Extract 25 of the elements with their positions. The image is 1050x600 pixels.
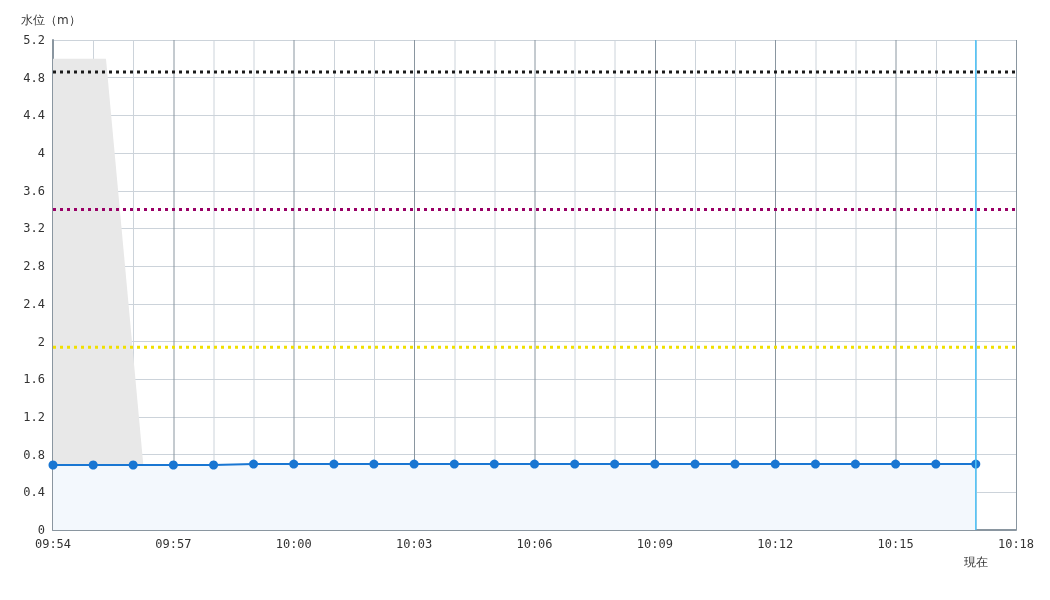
x-tick-label: 10:09	[636, 537, 673, 551]
y-tick-label: 3.2	[23, 221, 45, 236]
y-tick-label: 4	[37, 146, 45, 161]
y-tick-label: 3.6	[23, 183, 45, 198]
x-tick-label: 10:00	[275, 537, 312, 551]
y-tick-label: 1.6	[23, 372, 45, 387]
x-tick-label: 09:54	[34, 537, 72, 551]
x-tick-label: 09:57	[155, 537, 192, 551]
y-tick-label: 0.8	[23, 447, 45, 462]
y-tick-label: 0	[37, 523, 45, 537]
y-tick-label: 2.8	[23, 259, 45, 274]
x-tick-label: 10:18	[997, 537, 1035, 551]
ref-line-label: 現在	[963, 555, 988, 569]
y-axis-title: 水位（m）	[21, 13, 81, 27]
x-tick-label: 10:03	[396, 537, 433, 551]
y-tick-label: 5.2	[23, 33, 45, 47]
x-tick-label: 10:12	[757, 537, 794, 551]
y-tick-label: 2.4	[23, 296, 45, 311]
x-tick-label: 10:06	[516, 537, 553, 551]
y-tick-label: 2	[37, 334, 45, 349]
x-tick-label: 10:15	[877, 537, 914, 551]
y-tick-label: 0.4	[23, 485, 45, 500]
y-tick-label: 1.2	[23, 409, 45, 424]
y-tick-label: 4.8	[23, 70, 45, 85]
y-tick-label: 4.4	[23, 108, 45, 123]
